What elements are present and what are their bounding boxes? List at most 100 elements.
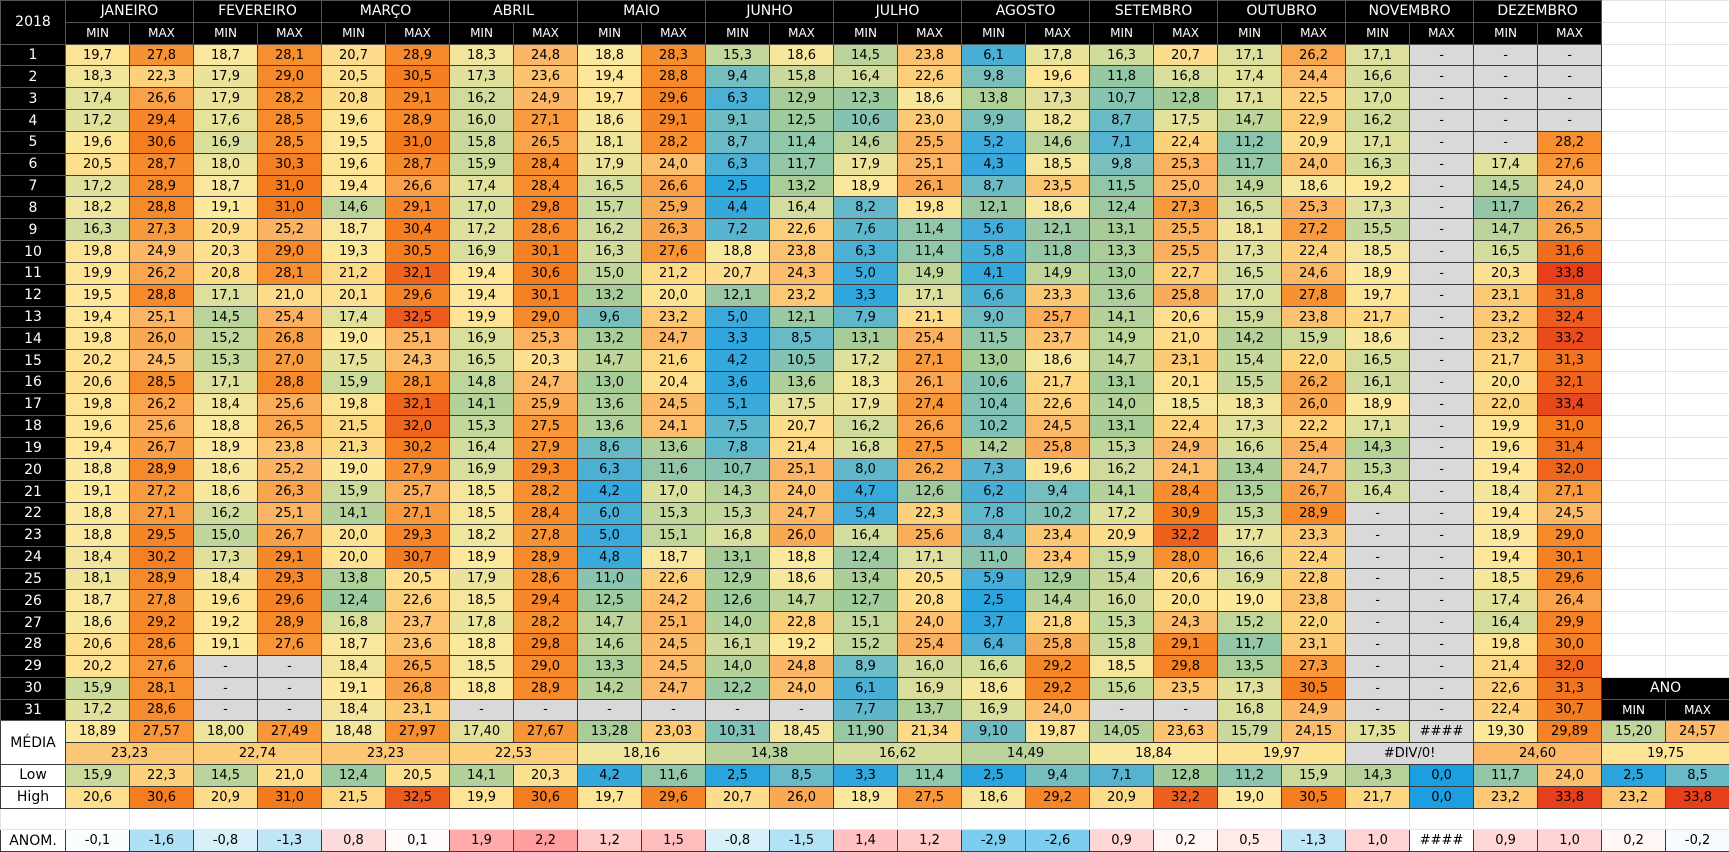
- min-temp: 13,3: [577, 654, 643, 678]
- min-temp: 4,4: [705, 196, 771, 220]
- max-temp: 24,6: [1281, 261, 1347, 285]
- min-temp: 13,6: [577, 414, 643, 438]
- high-min: 18,6: [961, 785, 1027, 809]
- max-temp: 32,5: [384, 305, 451, 329]
- min-header: MIN: [1601, 698, 1667, 722]
- low-max: 20,5: [384, 763, 451, 787]
- max-temp: 29,1: [384, 196, 451, 220]
- blank-cell: [1025, 807, 1091, 831]
- min-temp: 15,9: [321, 480, 386, 504]
- day-label: 8: [0, 196, 66, 220]
- sheet-row: 22 18,8 27,1 16,2 25,1 14,1 27,1 18,5 28,4 6,0 15,…: [0, 502, 1729, 525]
- min-temp: 18,4: [321, 698, 386, 722]
- media-mean: 16,62: [833, 742, 963, 765]
- min-temp: 13,2: [577, 283, 643, 307]
- max-temp: 31,0: [257, 196, 322, 220]
- min-temp: 22,4: [1473, 698, 1539, 722]
- min-temp: 19,9: [65, 261, 130, 285]
- min-temp: 15,7: [577, 196, 643, 220]
- min-temp: 18,6: [961, 676, 1027, 700]
- anom-min: 0,2: [1601, 829, 1667, 852]
- sheet-row: 9 16,3 27,3 20,9 25,2 18,7 30,4 17,2 28,6 16,2 26,…: [0, 218, 1729, 242]
- high-min: 20,9: [1089, 785, 1155, 809]
- blank-cell: [1409, 807, 1475, 831]
- max-temp: 11,8: [1025, 240, 1091, 263]
- max-temp: 31,8: [1537, 283, 1603, 307]
- min-temp: 7,3: [961, 458, 1027, 482]
- max-temp: 19,2: [769, 633, 835, 656]
- min-temp: -: [1473, 109, 1539, 132]
- max-temp: 18,6: [1025, 196, 1091, 220]
- max-temp: 22,8: [1281, 567, 1347, 591]
- min-temp: 19,4: [1473, 545, 1539, 569]
- max-temp: -: [1409, 589, 1475, 613]
- sheet-row: 29 20,2 27,6- -18,4 26,5 18,5 29,0 13,3 24,5 14,0…: [0, 654, 1729, 678]
- month-header: MARÇO: [320, 0, 451, 23]
- low-min: 2,5: [1601, 763, 1667, 787]
- max-temp: 28,2: [1537, 130, 1603, 154]
- max-temp: 25,8: [1025, 436, 1091, 460]
- sheet-row: 7 17,2 28,9 18,7 31,0 19,4 26,6 17,4 28,4 16,5 26,…: [0, 174, 1729, 198]
- anom-max: -1,3: [257, 829, 322, 852]
- anom-max: 1,5: [641, 829, 707, 852]
- day-label: 31: [0, 698, 66, 722]
- min-temp: 5,1: [705, 392, 771, 416]
- min-header: MIN: [321, 21, 386, 45]
- min-temp: 18,5: [1473, 567, 1539, 591]
- max-temp: 15,8: [769, 65, 835, 89]
- max-temp: 27,8: [1281, 283, 1347, 307]
- max-temp: 26,6: [897, 414, 963, 438]
- min-temp: 15,4: [1089, 567, 1155, 591]
- min-temp: 16,0: [449, 109, 515, 132]
- max-temp: 23,8: [257, 436, 322, 460]
- blank-cell: [1601, 414, 1667, 438]
- max-temp: 28,9: [129, 567, 194, 591]
- blank-cell: [1665, 130, 1729, 154]
- blank-cell: [1665, 523, 1729, 547]
- blank-cell: [257, 807, 322, 831]
- max-temp: 28,9: [129, 174, 194, 198]
- min-temp: 14,1: [321, 502, 386, 525]
- max-temp: 27,6: [1537, 152, 1603, 176]
- min-temp: 14,3: [1345, 436, 1411, 460]
- max-temp: 12,1: [769, 305, 835, 329]
- max-temp: 12,5: [769, 109, 835, 132]
- sheet-row: 12 19,5 28,8 17,1 21,0 20,1 29,6 19,4 30,1 13,2 20…: [0, 283, 1729, 307]
- min-temp: 12,4: [1089, 196, 1155, 220]
- sheet-row: MÉDIA 18,89 27,57 18,00 27,49 18,48 27,97 17,40…: [0, 720, 1729, 765]
- min-temp: 16,6: [1217, 436, 1283, 460]
- day-label: 24: [0, 545, 66, 569]
- max-temp: 26,5: [513, 130, 579, 154]
- max-temp: 24,0: [1281, 152, 1347, 176]
- max-temp: 16,9: [897, 676, 963, 700]
- media-max: 27,97: [384, 720, 451, 744]
- min-temp: 18,7: [321, 218, 386, 242]
- min-temp: 6,6: [961, 283, 1027, 307]
- max-temp: 25,9: [513, 392, 579, 416]
- anom-max: 1,0: [1537, 829, 1603, 852]
- min-temp: 15,8: [449, 130, 515, 154]
- day-label: 25: [0, 567, 66, 591]
- min-temp: 18,9: [1345, 261, 1411, 285]
- max-temp: 27,8: [129, 589, 194, 613]
- high-min: 21,5: [321, 785, 386, 809]
- min-temp: 16,9: [449, 458, 515, 482]
- min-temp: 20,9: [193, 218, 258, 242]
- max-temp: 16,4: [769, 196, 835, 220]
- max-temp: -: [1537, 87, 1603, 111]
- min-temp: 6,3: [577, 458, 643, 482]
- min-temp: 19,4: [449, 283, 515, 307]
- min-temp: 16,2: [193, 502, 258, 525]
- blank-cell: [1665, 436, 1729, 460]
- sheet-row: 27 18,6 29,2 19,2 28,9 16,8 23,7 17,8 28,2 14,7 25…: [0, 611, 1729, 635]
- min-temp: 3,3: [833, 283, 899, 307]
- high-max: 32,5: [384, 785, 451, 809]
- blank-cell: [1665, 807, 1729, 831]
- min-temp: 6,1: [961, 43, 1027, 67]
- max-temp: 18,6: [897, 87, 963, 111]
- max-temp: 31,0: [257, 174, 322, 198]
- min-temp: -: [1345, 502, 1411, 525]
- max-temp: 24,5: [129, 349, 194, 373]
- blank-cell: [1665, 283, 1729, 307]
- max-temp: 23,6: [513, 65, 579, 89]
